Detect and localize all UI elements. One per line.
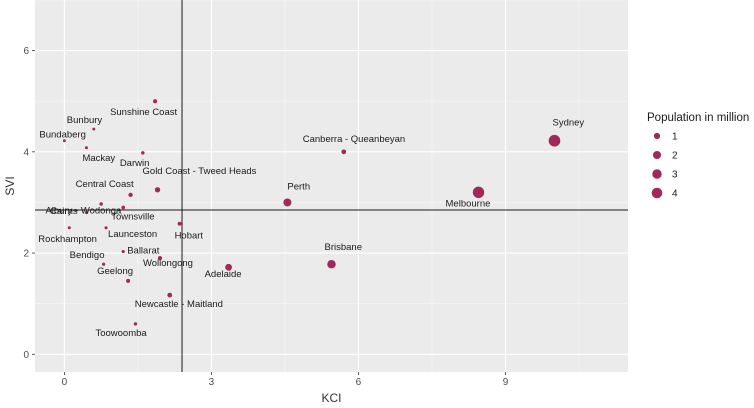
- point-label: Adelaide: [205, 269, 242, 280]
- data-point: [283, 198, 292, 207]
- legend-label: 2: [672, 151, 678, 162]
- data-point: [104, 226, 108, 230]
- y-tick-label: 4: [23, 147, 29, 158]
- data-point: [84, 146, 88, 150]
- point-label: Ballarat: [127, 246, 160, 257]
- point-label: Perth: [287, 181, 310, 192]
- point-label: Bundaberg: [39, 130, 85, 141]
- x-tick-label: 6: [356, 377, 362, 388]
- y-tick-label: 6: [23, 46, 29, 57]
- plot-panel: [35, 0, 628, 372]
- reference-lines: [35, 0, 628, 372]
- point-labels: Sydney Melbourne Brisbane Perth Adelaide Gold…: [38, 107, 584, 339]
- data-point: [62, 139, 66, 143]
- point-label: Canberra - Queanbeyan: [303, 134, 405, 145]
- legend-symbol: [652, 169, 662, 179]
- data-point: [92, 127, 96, 131]
- x-axis-ticks: 0 3 6 9: [62, 372, 509, 388]
- data-point: [177, 221, 182, 226]
- data-point: [126, 278, 131, 283]
- data-point: [128, 192, 133, 198]
- data-point: [102, 262, 106, 266]
- data-point: [67, 226, 71, 230]
- legend-label: 1: [672, 132, 678, 143]
- point-label: Bunbury: [67, 115, 103, 126]
- point-label: Cairns: [50, 206, 78, 217]
- data-point: [154, 187, 161, 193]
- y-axis-title: SVI: [3, 176, 17, 195]
- point-label: Sydney: [552, 118, 584, 129]
- data-point: [548, 134, 561, 147]
- legend-title: Population in million: [647, 112, 749, 124]
- data-point: [141, 151, 145, 155]
- point-label: Central Coast: [76, 179, 134, 190]
- data-point: [99, 202, 103, 206]
- data-point: [121, 205, 126, 210]
- y-tick-label: 2: [23, 249, 29, 260]
- point-label: Rockhampton: [38, 234, 97, 245]
- data-point: [225, 263, 232, 271]
- legend-items: 1 2 3 4: [648, 127, 678, 202]
- point-label: Hobart: [175, 231, 204, 242]
- data-point: [167, 292, 173, 298]
- point-label: Townsville: [111, 212, 154, 223]
- point-label: Wollongong: [143, 258, 193, 269]
- data-point: [472, 186, 485, 199]
- major-gridlines: [35, 0, 628, 372]
- legend-symbol: [651, 187, 663, 199]
- point-label: Brisbane: [325, 242, 363, 253]
- point-label: Gold Coast - Tweed Heads: [143, 166, 257, 177]
- point-label: Melbourne: [446, 198, 491, 209]
- data-point: [121, 249, 125, 254]
- x-tick-label: 9: [503, 377, 509, 388]
- data-points: [62, 99, 561, 326]
- point-label: Darwin: [120, 158, 150, 169]
- data-point: [133, 322, 138, 326]
- legend-symbol: [652, 150, 662, 160]
- data-point: [327, 259, 336, 269]
- x-tick-label: 3: [209, 377, 215, 388]
- data-point: [157, 256, 163, 261]
- y-axis-ticks: 0 2 4 6: [23, 46, 35, 361]
- point-label: Geelong: [97, 266, 133, 277]
- legend-label: 4: [672, 189, 678, 200]
- legend-symbol: [653, 132, 661, 140]
- point-label: Mackay: [82, 153, 115, 164]
- data-point: [341, 149, 347, 155]
- data-point: [152, 99, 158, 104]
- point-label: Sunshine Coast: [110, 107, 177, 118]
- point-label: Newcastle - Maitland: [135, 299, 223, 310]
- legend-label: 3: [672, 170, 678, 181]
- x-axis-title: KCI: [321, 391, 341, 405]
- size-legend: Population in million 1 2 3 4: [647, 112, 749, 202]
- y-tick-label: 0: [23, 350, 29, 361]
- point-label: Launceston: [108, 229, 157, 240]
- point-label: Toowoomba: [95, 328, 147, 339]
- data-point: [84, 211, 89, 215]
- minor-gridlines: [35, 0, 628, 372]
- x-tick-label: 0: [62, 377, 68, 388]
- point-label: Albury - Wodonga: [45, 206, 122, 217]
- point-label: Bendigo: [70, 250, 105, 261]
